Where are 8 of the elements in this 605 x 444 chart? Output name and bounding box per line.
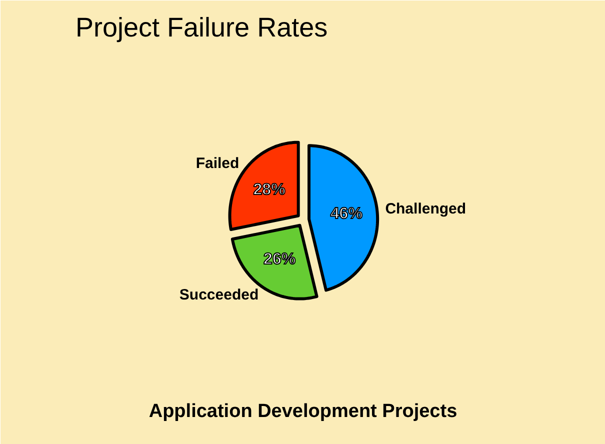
slice-label: Challenged [385,200,466,218]
chart-title: Project Failure Rates [76,12,328,42]
data-label: 26% [264,250,296,268]
data-label: 46% [330,206,362,223]
slice-label: Failed [196,154,240,172]
data-label: 28% [253,182,286,199]
text: Application Development Projects [148,401,458,422]
slice-label: Succeeded [179,286,259,304]
